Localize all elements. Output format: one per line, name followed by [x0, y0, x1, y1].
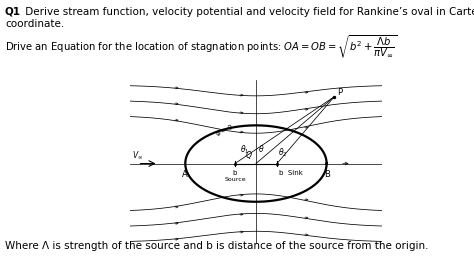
Text: $V_\infty$: $V_\infty$ [132, 149, 143, 161]
Text: Where Λ is strength of the source and b is distance of the source from the origi: Where Λ is strength of the source and b … [5, 241, 428, 251]
Text: B: B [325, 170, 330, 179]
Text: Source: Source [224, 177, 246, 182]
Text: coordinate.: coordinate. [5, 19, 64, 29]
Text: $\theta$: $\theta$ [258, 143, 264, 154]
Text: $\theta_2$: $\theta_2$ [278, 146, 288, 159]
Text: P: P [337, 88, 343, 97]
Text: $\theta_1$: $\theta_1$ [240, 144, 249, 156]
Text: $Q$: $Q$ [245, 148, 253, 161]
Text: Derive stream function, velocity potential and velocity field for Rankine’s oval: Derive stream function, velocity potenti… [22, 7, 474, 17]
Text: b  Sink: b Sink [279, 170, 303, 176]
Text: Drive an Equation for the location of stagnation points: $OA = OB = \sqrt{b^2 + : Drive an Equation for the location of st… [5, 33, 397, 60]
Text: $\phi=0$: $\phi=0$ [214, 122, 236, 139]
Text: b: b [233, 170, 237, 176]
Text: Q1: Q1 [5, 7, 21, 17]
Text: A: A [182, 170, 187, 179]
